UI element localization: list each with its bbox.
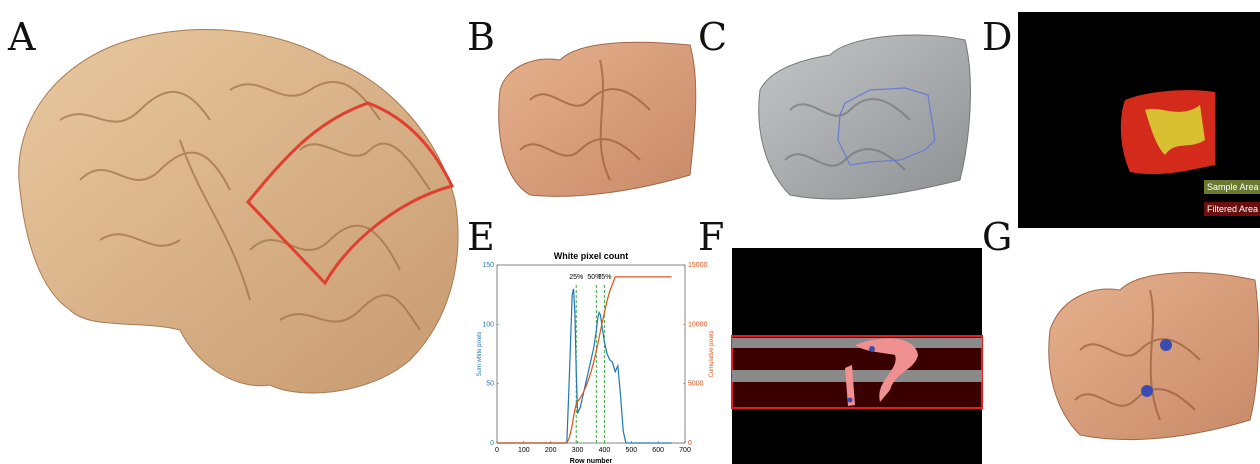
brain-sampled (1048, 272, 1260, 441)
y-tick-label: 150 (482, 262, 494, 269)
x-tick-label: 100 (518, 447, 530, 454)
area-label: Sample Area (1207, 182, 1259, 192)
y2-tick-label: 0 (688, 440, 692, 447)
x-tick-label: 600 (652, 447, 664, 454)
x-tick-label: 500 (625, 447, 637, 454)
x-axis-label: Row number (570, 458, 613, 464)
segmentation-panel (1018, 12, 1260, 228)
series-line (497, 288, 672, 444)
y2-axis-label: Cumulative pixels (709, 330, 715, 377)
y-tick-label: 50 (486, 381, 494, 388)
panel-letter: F (698, 215, 724, 259)
y2-tick-label: 15000 (688, 262, 708, 269)
brain-mesh (758, 34, 971, 200)
plot-frame (496, 264, 686, 444)
quantile-label: 25% (569, 274, 583, 281)
series-line (497, 276, 672, 444)
panel-letter: E (467, 215, 495, 259)
x-tick-label: 300 (572, 447, 584, 454)
y-tick-label: 0 (490, 440, 494, 447)
row-filter-panel (731, 248, 983, 464)
panel-letter: G (982, 215, 1012, 259)
panel-letter: C (698, 15, 727, 59)
x-tick-label: 200 (545, 447, 557, 454)
y2-tick-label: 10000 (688, 321, 708, 328)
panel-letter: B (467, 15, 495, 59)
brain-sample (498, 41, 697, 197)
area-label: Filtered Area (1207, 204, 1258, 214)
y2-tick-label: 5000 (688, 381, 704, 388)
quantile-label: 50% (587, 274, 601, 281)
panel-letter: D (982, 15, 1012, 59)
panel-letter: A (7, 15, 36, 59)
quantile-label: 75% (597, 274, 611, 281)
brain-photo (18, 29, 459, 394)
y-axis-label: Sum white pixels (477, 331, 483, 376)
x-tick-label: 400 (599, 447, 611, 454)
y-tick-label: 100 (482, 321, 494, 328)
chart-title: White pixel count (554, 251, 629, 261)
x-tick-label: 0 (495, 447, 499, 454)
x-tick-label: 700 (679, 447, 691, 454)
